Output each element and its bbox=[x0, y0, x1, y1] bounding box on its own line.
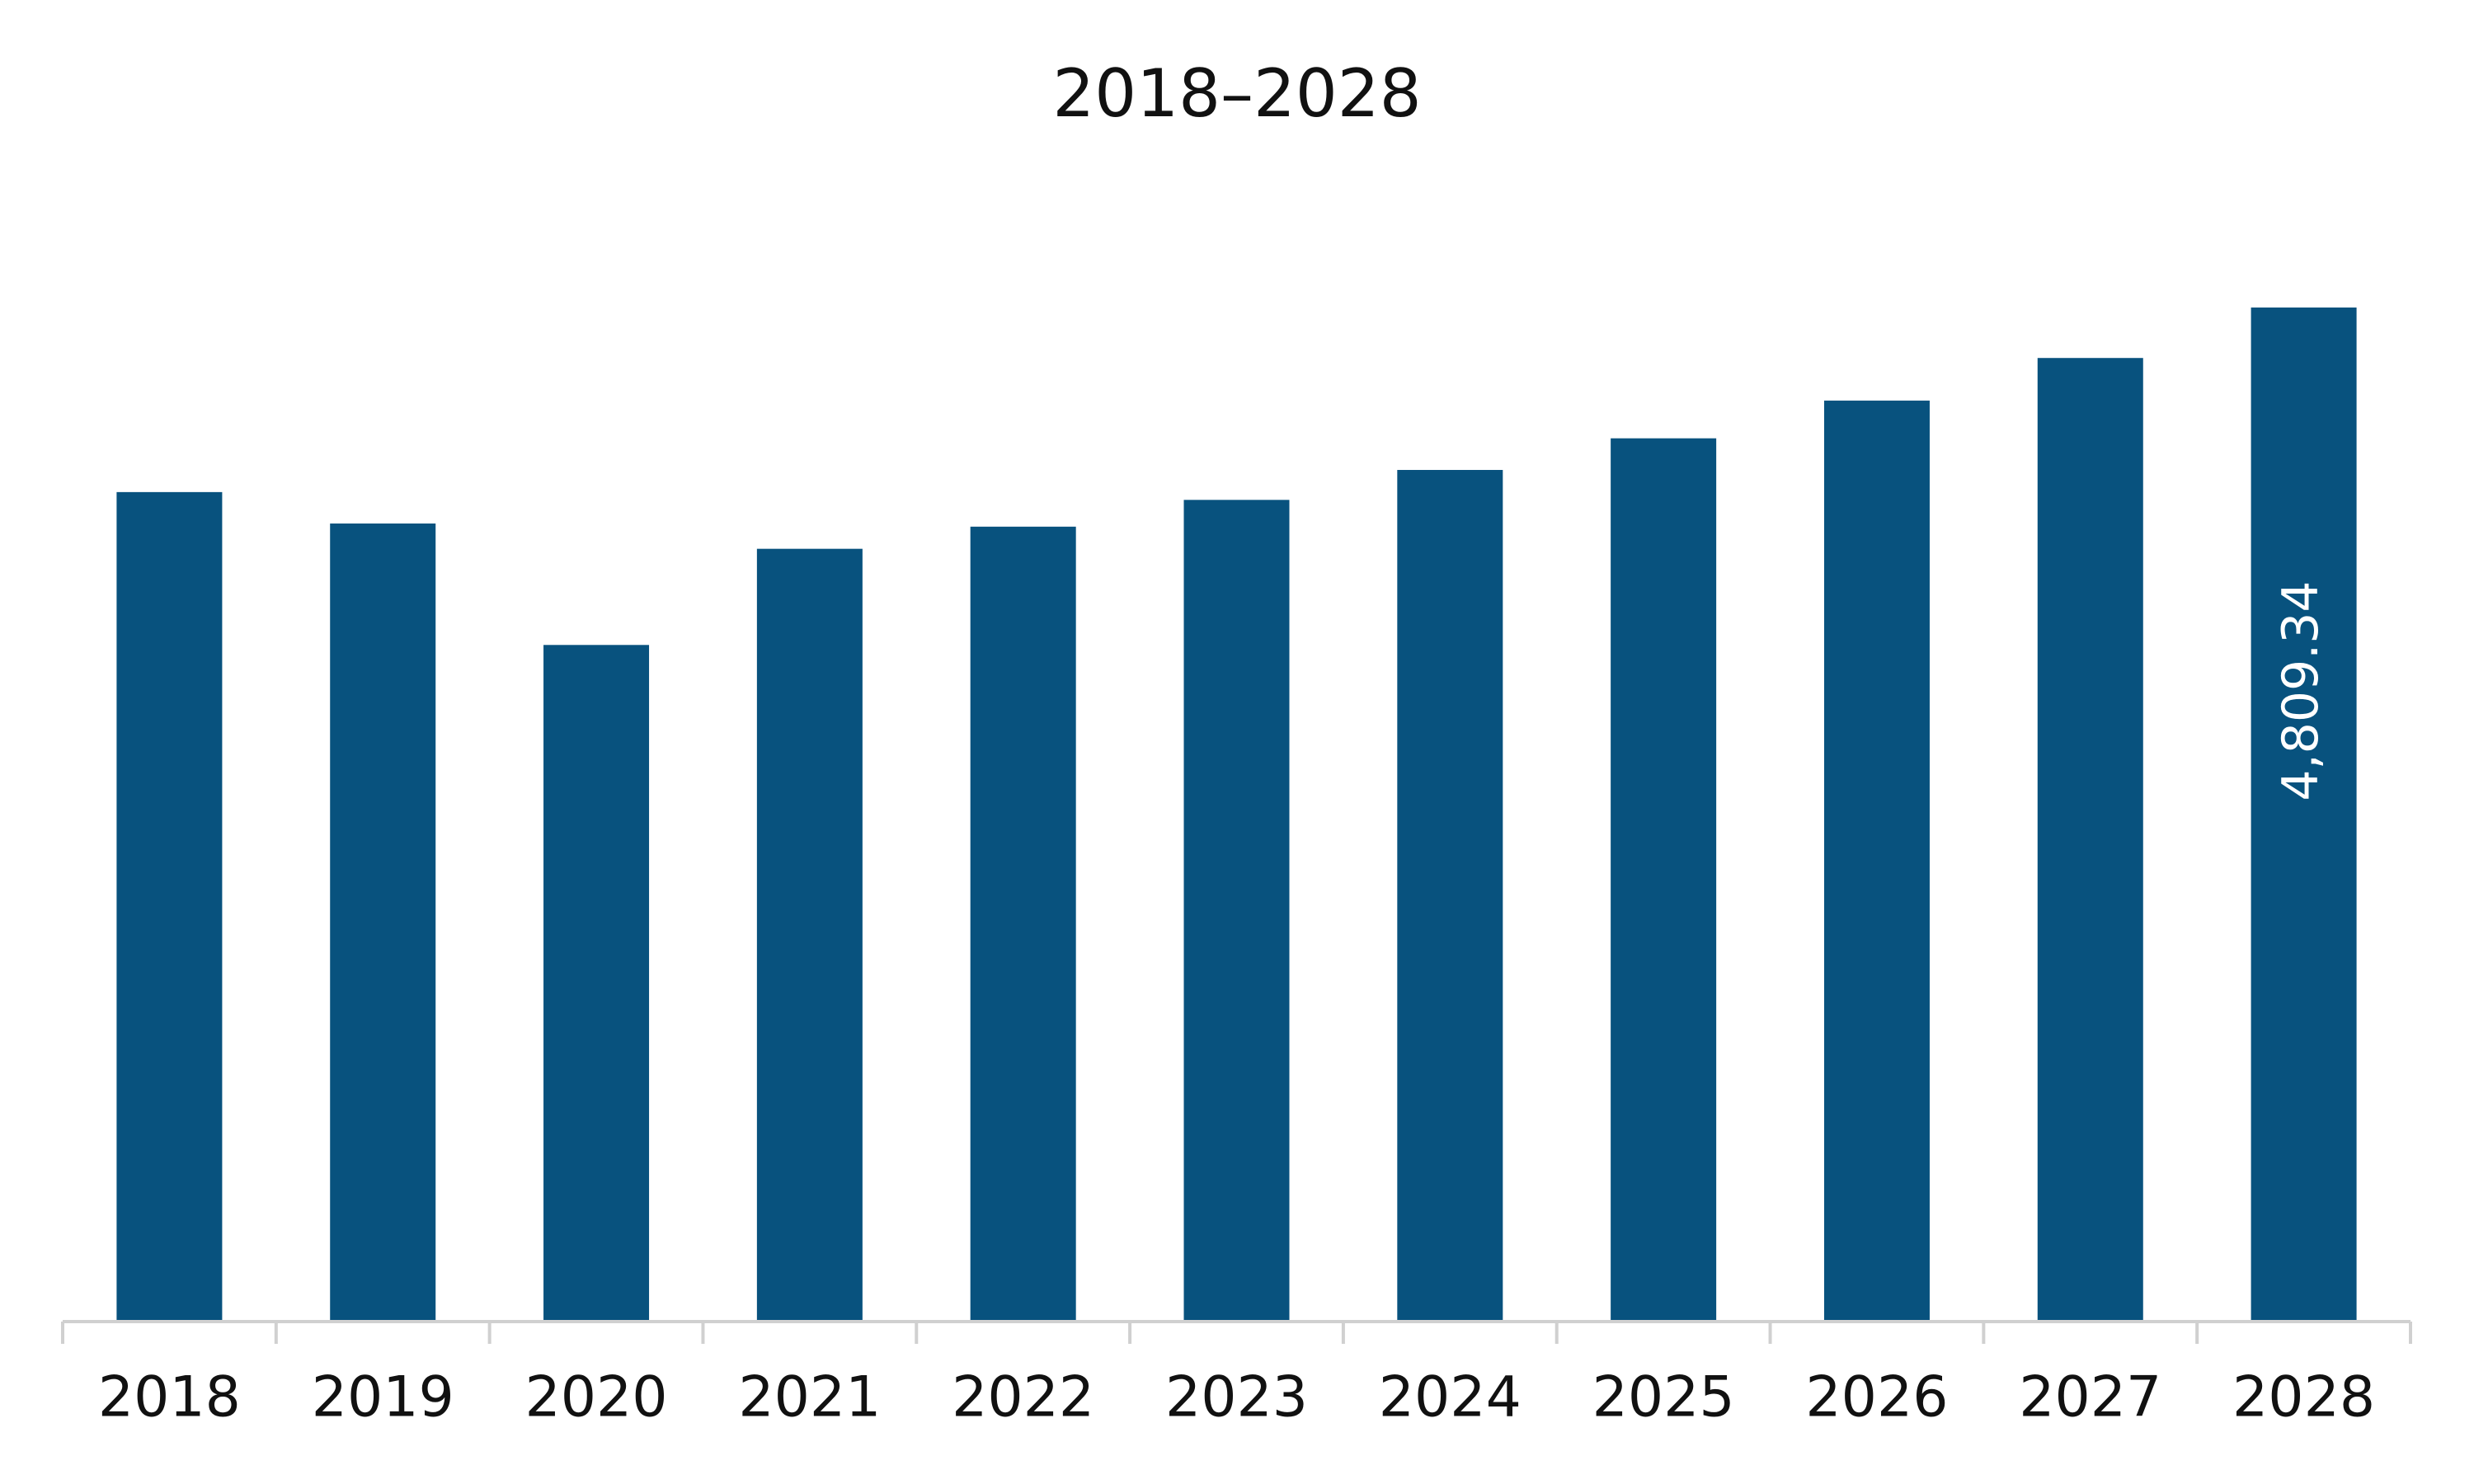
bar bbox=[1823, 400, 1930, 1322]
bar bbox=[1397, 470, 1503, 1322]
x-tick-label: 2020 bbox=[525, 1365, 668, 1430]
bar bbox=[1611, 438, 1717, 1322]
x-tick-label: 2018 bbox=[98, 1365, 241, 1430]
bar bbox=[2037, 358, 2143, 1322]
x-tick-label: 2024 bbox=[1379, 1365, 1522, 1430]
x-tick-label: 2019 bbox=[312, 1365, 454, 1430]
chart-title: 2018–2028 bbox=[1052, 55, 1421, 132]
bar bbox=[970, 526, 1076, 1322]
bar bbox=[1183, 500, 1290, 1322]
x-tick-label: 2023 bbox=[1165, 1365, 1308, 1430]
x-tick-label: 2026 bbox=[1805, 1365, 1948, 1430]
bar bbox=[330, 523, 436, 1322]
x-tick-label: 2021 bbox=[738, 1365, 881, 1430]
x-tick-label: 2027 bbox=[2019, 1365, 2161, 1430]
bar bbox=[2251, 308, 2357, 1322]
x-tick-label: 2022 bbox=[952, 1365, 1094, 1430]
bar bbox=[543, 645, 650, 1322]
x-tick-label: 2025 bbox=[1592, 1365, 1735, 1430]
bar bbox=[116, 491, 223, 1322]
value-label: 4,809.34 bbox=[2272, 580, 2330, 801]
x-tick-label: 2028 bbox=[2232, 1365, 2375, 1430]
bar bbox=[756, 548, 863, 1322]
